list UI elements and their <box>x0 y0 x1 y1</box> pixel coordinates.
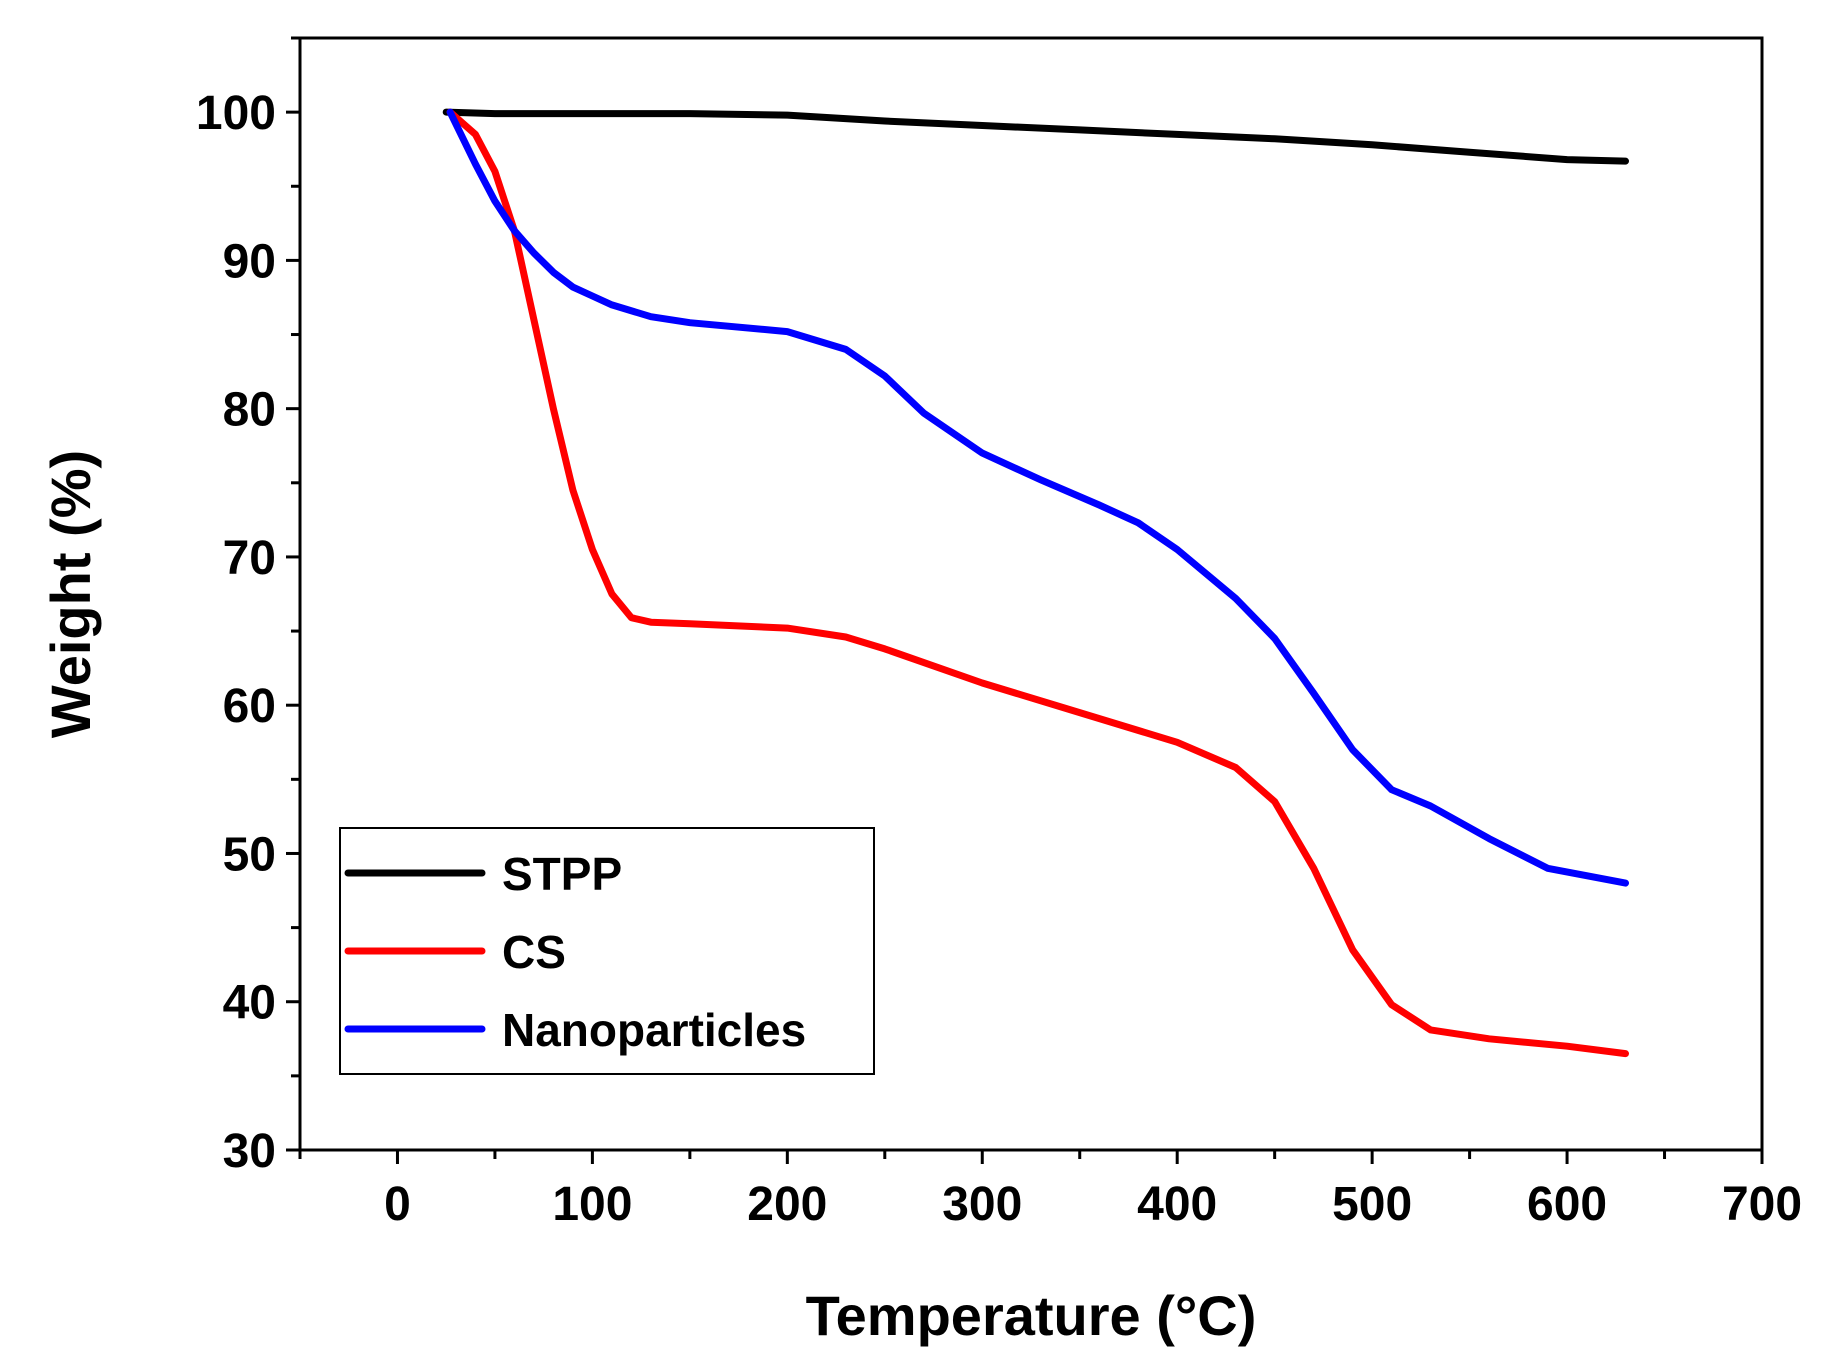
y-tick-label: 80 <box>223 384 276 437</box>
x-tick-label: 200 <box>747 1178 827 1231</box>
series-line-cs <box>446 108 1629 1058</box>
series-layer <box>442 108 1629 1058</box>
series-line-stpp <box>442 108 1629 165</box>
legend-label-stpp: STPP <box>502 848 622 900</box>
y-tick-label: 90 <box>223 235 276 288</box>
y-tick-label: 50 <box>223 828 276 881</box>
y-tick-label: 100 <box>196 87 276 140</box>
x-tick-label: 300 <box>942 1178 1022 1231</box>
axes-layer: 0 100 200 300 400 500 600 700 30 40 50 60 70 80 90 100 <box>196 36 1802 1231</box>
x-axis-title: Temperature (°C) <box>806 1284 1257 1347</box>
series-line-nanoparticles <box>446 108 1629 887</box>
y-tick-label: 30 <box>223 1125 276 1178</box>
legend: STPP CS Nanoparticles <box>339 827 875 1075</box>
x-tick-label: 600 <box>1527 1178 1607 1231</box>
y-tick-label: 40 <box>223 977 276 1030</box>
plot-frame <box>298 36 1764 1152</box>
y-tick-label: 60 <box>223 680 276 733</box>
x-tick-label: 500 <box>1332 1178 1412 1231</box>
legend-label-cs: CS <box>502 926 566 978</box>
legend-label-nanoparticles: Nanoparticles <box>502 1004 806 1056</box>
y-axis-title: Weight (%) <box>39 450 102 738</box>
x-tick-label: 100 <box>552 1178 632 1231</box>
x-tick-label: 400 <box>1137 1178 1217 1231</box>
y-tick-label: 70 <box>223 532 276 585</box>
x-tick-label: 700 <box>1722 1178 1802 1231</box>
x-tick-label: 0 <box>384 1178 411 1231</box>
